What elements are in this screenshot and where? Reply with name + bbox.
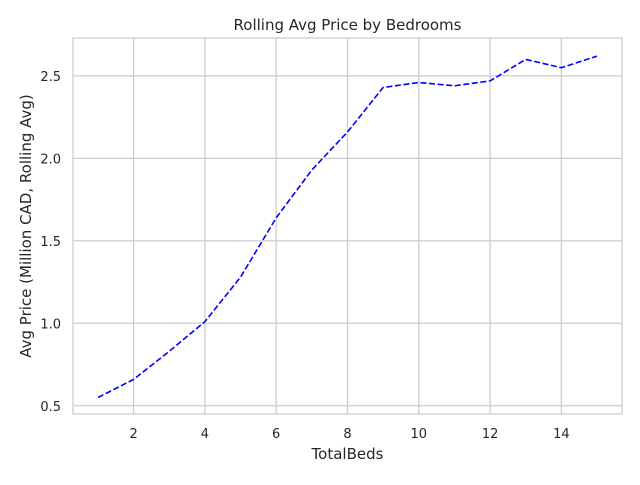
grid [73, 38, 622, 414]
x-tick-label: 12 [482, 427, 499, 442]
y-tick-labels: 0.5 1.0 1.5 2.0 2.5 [40, 70, 61, 415]
x-tick-label: 2 [129, 427, 137, 442]
x-tick-label: 4 [201, 427, 209, 442]
y-tick-label: 0.5 [40, 400, 61, 415]
x-tick-label: 14 [553, 427, 570, 442]
x-tick-label: 10 [411, 427, 428, 442]
y-tick-label: 2.0 [40, 152, 61, 167]
x-tick-labels: 2 4 6 8 10 12 14 [129, 427, 569, 442]
y-tick-label: 1.5 [40, 235, 61, 250]
plot-frame [72, 37, 623, 415]
y-tick-label: 2.5 [40, 70, 61, 85]
chart-title: Rolling Avg Price by Bedrooms [234, 16, 462, 34]
y-tick-label: 1.0 [40, 317, 61, 332]
x-axis-label: TotalBeds [311, 445, 384, 463]
series-line [97, 55, 598, 399]
series-layer [97, 55, 598, 399]
x-tick-label: 6 [272, 427, 280, 442]
y-axis-label: Avg Price (Million CAD, Rolling Avg) [17, 94, 35, 358]
x-tick-label: 8 [343, 427, 351, 442]
